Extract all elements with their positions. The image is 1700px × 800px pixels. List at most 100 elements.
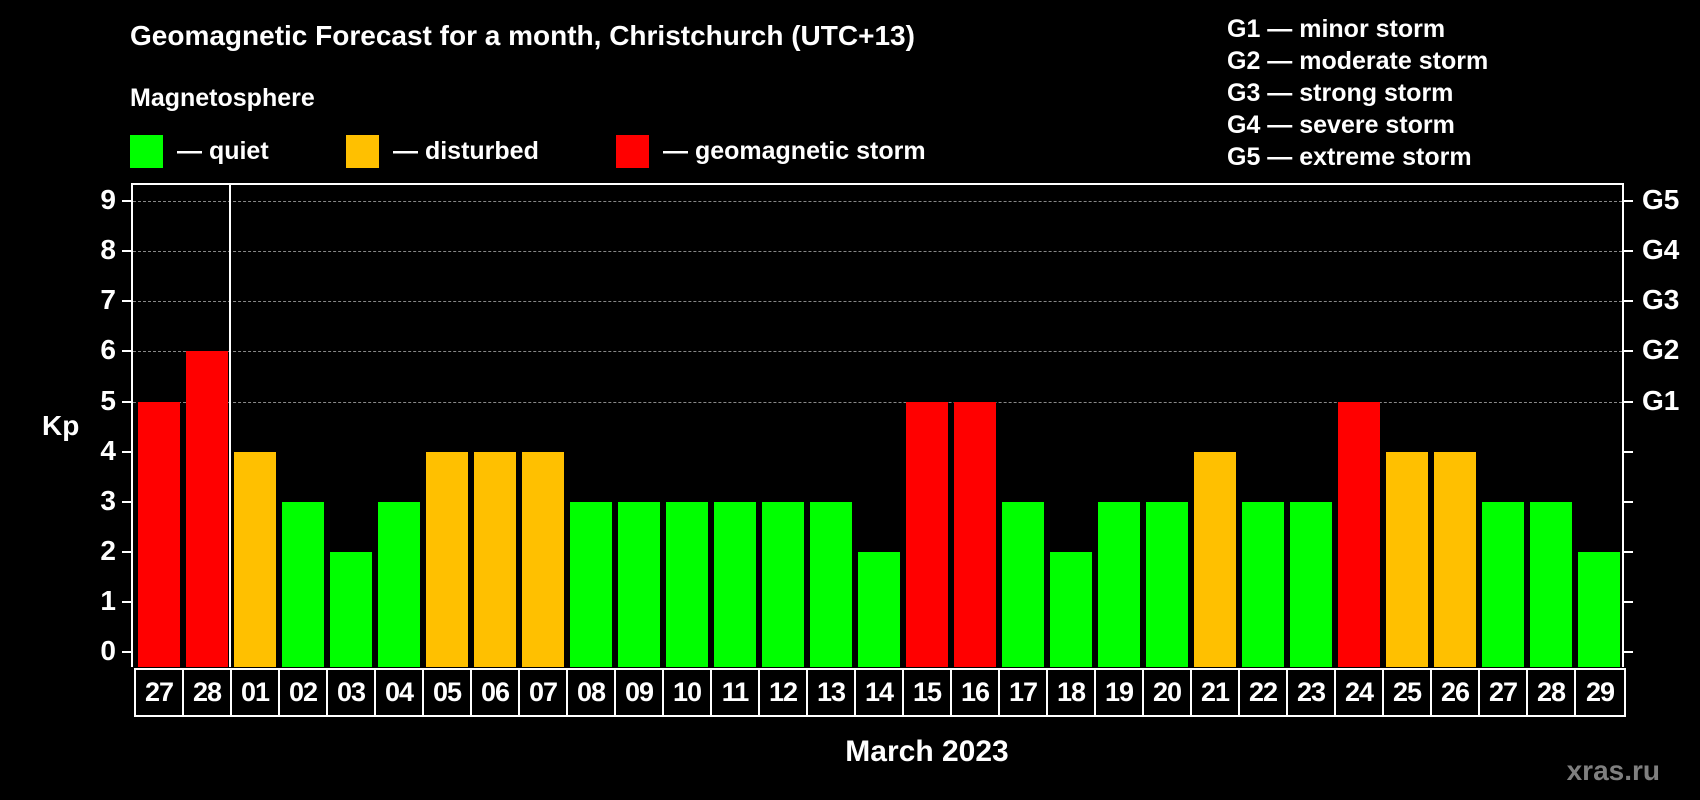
y-axis-label: Kp xyxy=(42,410,80,441)
y-tick-label: 7 xyxy=(100,284,116,316)
right-tick-mark xyxy=(1624,250,1633,253)
y-tick-label: 3 xyxy=(100,484,116,516)
g5-legend: G5 — extreme storm xyxy=(1227,143,1472,171)
y-tick-mark xyxy=(122,450,131,453)
kp-bar-28 xyxy=(186,351,228,667)
legend-disturbed: — disturbed xyxy=(346,134,539,168)
day-label: 01 xyxy=(232,670,280,715)
g-scale-tick-label: G2 xyxy=(1642,334,1680,366)
g2-legend: G2 — moderate storm xyxy=(1227,47,1489,75)
kp-bar-02 xyxy=(282,501,324,667)
right-tick-mark xyxy=(1624,600,1633,603)
y-tick-mark xyxy=(122,400,131,403)
y-tick-mark xyxy=(122,200,131,203)
month-separator xyxy=(229,185,231,667)
kp-bar-23 xyxy=(1290,501,1332,667)
kp-bar-20 xyxy=(1146,501,1188,667)
day-label: 16 xyxy=(952,670,1000,715)
kp-bar-09 xyxy=(618,501,660,667)
day-label: 04 xyxy=(376,670,424,715)
kp-bar-03 xyxy=(330,551,372,667)
day-label: 24 xyxy=(1336,670,1384,715)
kp-bar-01 xyxy=(234,451,276,667)
day-label: 22 xyxy=(1240,670,1288,715)
day-label: 14 xyxy=(856,670,904,715)
right-tick-mark xyxy=(1624,500,1633,503)
legend-label: — quiet xyxy=(177,136,269,165)
day-label: 08 xyxy=(568,670,616,715)
day-label: 18 xyxy=(1048,670,1096,715)
day-label: 23 xyxy=(1288,670,1336,715)
kp-bar-16 xyxy=(954,401,996,667)
g-scale-tick-label: G3 xyxy=(1642,284,1680,316)
day-label: 20 xyxy=(1144,670,1192,715)
kp-bar-04 xyxy=(378,501,420,667)
day-label: 07 xyxy=(520,670,568,715)
kp-bar-14 xyxy=(858,551,900,667)
g-scale-tick-label: G4 xyxy=(1642,234,1680,266)
kp-bar-26 xyxy=(1434,451,1476,667)
day-label: 05 xyxy=(424,670,472,715)
g-scale-legend: G1 — minor storm G2 — moderate storm G3 … xyxy=(1227,13,1488,173)
g4-legend: G4 — severe storm xyxy=(1227,111,1455,139)
watermark: xras.ru xyxy=(1566,755,1660,786)
plot-area xyxy=(131,183,1624,667)
x-axis-label: March 2023 xyxy=(845,735,1009,768)
y-tick-mark xyxy=(122,250,131,253)
y-tick-label: 9 xyxy=(100,184,116,216)
storm-swatch-icon xyxy=(616,134,649,168)
g-scale-tick-label: G1 xyxy=(1642,384,1680,416)
kp-bar-18 xyxy=(1050,551,1092,667)
kp-bar-22 xyxy=(1242,501,1284,667)
day-label: 17 xyxy=(1000,670,1048,715)
day-label: 02 xyxy=(280,670,328,715)
gridline-kp-8 xyxy=(133,251,1622,253)
kp-bar-17 xyxy=(1002,501,1044,667)
right-tick-mark xyxy=(1624,400,1633,403)
day-label: 28 xyxy=(184,670,232,715)
y-tick-mark xyxy=(122,651,131,653)
day-label: 19 xyxy=(1096,670,1144,715)
y-tick-mark xyxy=(122,300,131,303)
kp-bar-12 xyxy=(762,501,804,667)
right-tick-mark xyxy=(1624,350,1633,353)
kp-bar-13 xyxy=(810,501,852,667)
day-label: 15 xyxy=(904,670,952,715)
disturbed-swatch-icon xyxy=(346,134,379,168)
right-tick-mark xyxy=(1624,550,1633,553)
day-label: 03 xyxy=(328,670,376,715)
kp-bar-07 xyxy=(522,451,564,667)
gridline-kp-7 xyxy=(133,301,1622,303)
kp-bar-05 xyxy=(426,451,468,667)
y-tick-mark xyxy=(122,600,131,603)
day-label: 28 xyxy=(1528,670,1576,715)
legend-quiet: — quiet xyxy=(130,134,269,168)
day-label: 13 xyxy=(808,670,856,715)
y-tick-label: 5 xyxy=(100,384,116,416)
right-tick-mark xyxy=(1624,450,1633,453)
kp-bar-19 xyxy=(1098,501,1140,667)
gridline-kp-5 xyxy=(133,401,1622,403)
legend-storm: — geomagnetic storm xyxy=(616,134,926,168)
kp-bar-28 xyxy=(1530,501,1572,667)
day-label: 11 xyxy=(712,670,760,715)
kp-bar-21 xyxy=(1194,451,1236,667)
y-tick-mark xyxy=(122,500,131,503)
day-label: 27 xyxy=(136,670,184,715)
kp-bar-25 xyxy=(1386,451,1428,667)
y-tick-mark xyxy=(122,550,131,553)
legend-label: — geomagnetic storm xyxy=(663,136,926,165)
g-scale-tick-label: G5 xyxy=(1642,184,1680,216)
g1-legend: G1 — minor storm xyxy=(1227,15,1446,43)
kp-bar-27 xyxy=(138,401,180,667)
legend-heading: Magnetosphere xyxy=(130,84,315,112)
day-label: 21 xyxy=(1192,670,1240,715)
y-tick-label: 6 xyxy=(100,334,116,366)
chart-title: Geomagnetic Forecast for a month, Christ… xyxy=(130,20,915,51)
y-tick-label: 8 xyxy=(100,234,116,266)
kp-bar-29 xyxy=(1578,551,1620,667)
day-label: 27 xyxy=(1480,670,1528,715)
gridline-kp-6 xyxy=(133,351,1622,353)
day-label: 10 xyxy=(664,670,712,715)
x-axis-days: 27 28 01 02 03 04 05 06 07 08 09 10 11 12 13 14 15 16 17 18… xyxy=(134,668,1626,717)
